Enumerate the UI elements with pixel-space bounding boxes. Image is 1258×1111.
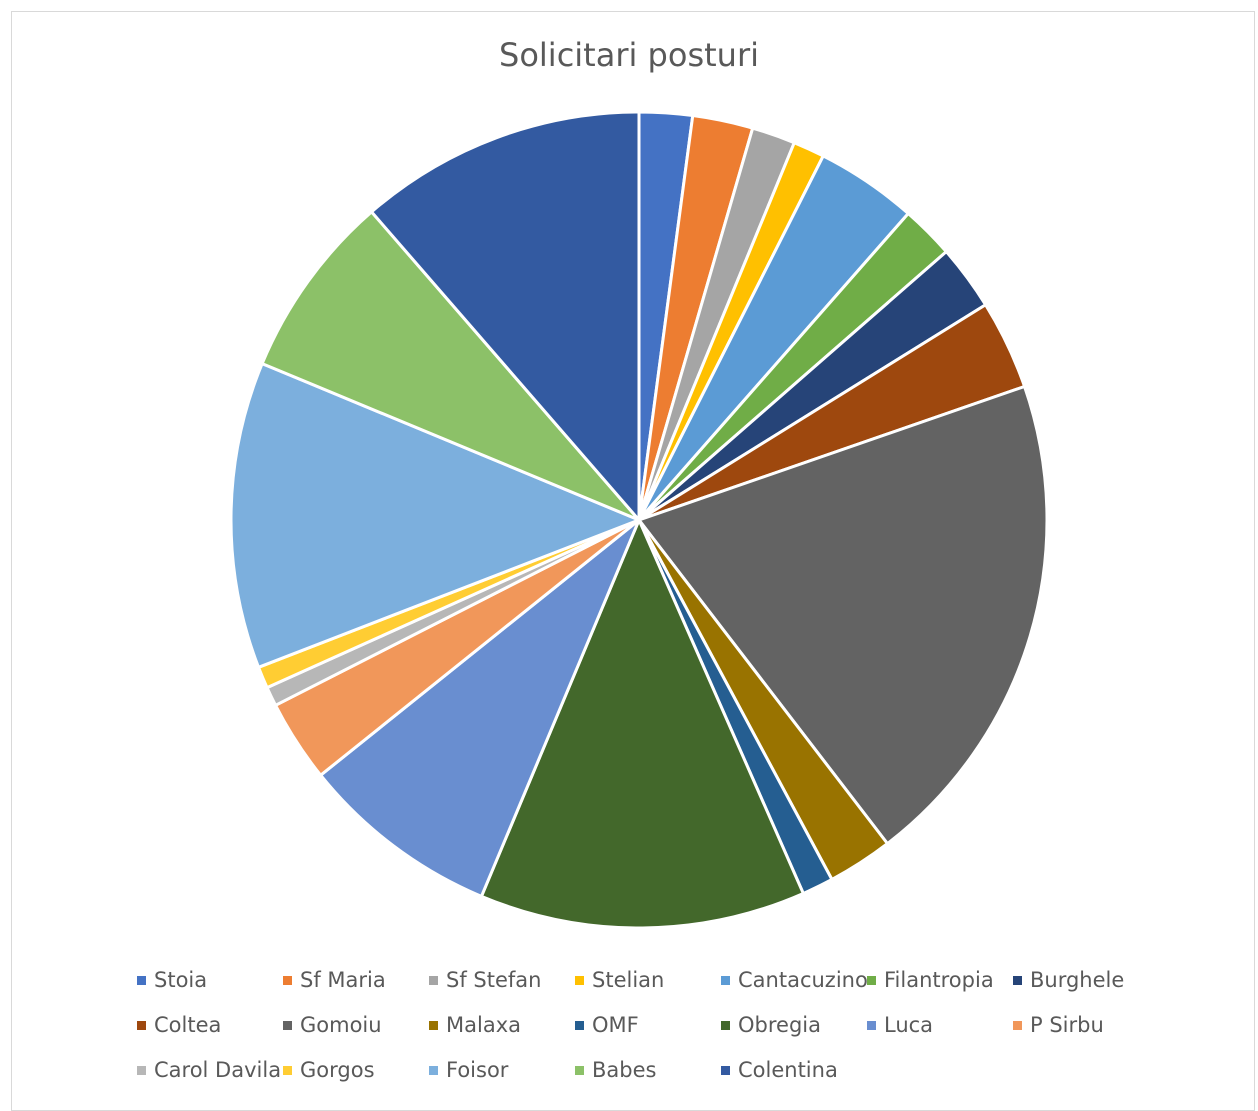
legend-swatch [283, 975, 292, 985]
legend-swatch [721, 1020, 730, 1030]
pie-slice-foisor [229, 362, 641, 669]
pie-slice-luca [319, 518, 641, 898]
legend-item-cantacuzino: Cantacuzino [721, 968, 868, 992]
legend-label: Gomoiu [300, 1013, 382, 1037]
pie-slice-babes [260, 210, 641, 522]
legend-label: Luca [884, 1013, 934, 1037]
legend-swatch [575, 1020, 584, 1030]
legend-item-sf-stefan: Sf Stefan [429, 968, 541, 992]
legend-swatch [867, 1020, 876, 1030]
legend-swatch [867, 975, 876, 985]
legend-label: P Sirbu [1030, 1013, 1104, 1037]
legend-label: Burghele [1030, 968, 1125, 992]
legend-label: Malaxa [446, 1013, 521, 1037]
legend-swatch [283, 1020, 292, 1030]
legend-item-colentina: Colentina [721, 1058, 838, 1082]
legend-item-carol-davila: Carol Davila [137, 1058, 281, 1082]
legend-label: Babes [592, 1058, 657, 1082]
legend-swatch [721, 1065, 730, 1075]
legend-item-filantropia: Filantropia [867, 968, 994, 992]
legend-label: Sf Maria [300, 968, 386, 992]
pie-slice-colentina [370, 110, 641, 522]
legend-swatch [283, 1065, 292, 1075]
legend-label: Carol Davila [154, 1058, 282, 1082]
legend-item-burghele: Burghele [1013, 968, 1124, 992]
legend-item-stoia: Stoia [137, 968, 207, 992]
legend-swatch [575, 975, 584, 985]
legend-swatch [429, 975, 438, 985]
legend-item-coltea: Coltea [137, 1013, 221, 1037]
legend-label: Cantacuzino [738, 968, 868, 992]
chart-title: Solicitari posturi [499, 36, 759, 74]
legend-swatch [1013, 975, 1022, 985]
legend-swatch [137, 1065, 146, 1075]
legend-label: Stelian [592, 968, 665, 992]
legend-label: Stoia [154, 968, 208, 992]
legend-item-p-sirbu: P Sirbu [1013, 1013, 1104, 1037]
legend-swatch [137, 975, 146, 985]
legend-item-gomoiu: Gomoiu [283, 1013, 382, 1037]
pie-slice-gomoiu [637, 384, 1049, 846]
legend-item-stelian: Stelian [575, 968, 664, 992]
legend-item-babes: Babes [575, 1058, 656, 1082]
pie-slice-obregia [479, 518, 805, 930]
legend-item-foisor: Foisor [429, 1058, 508, 1082]
legend-swatch [721, 975, 730, 985]
legend-swatch [429, 1065, 438, 1075]
legend-label: Sf Stefan [446, 968, 542, 992]
legend-item-sf-maria: Sf Maria [283, 968, 386, 992]
legend-swatch [137, 1020, 146, 1030]
legend-swatch [1013, 1020, 1022, 1030]
legend-item-obregia: Obregia [721, 1013, 821, 1037]
legend-label: Colentina [738, 1058, 838, 1082]
legend-label: Filantropia [884, 968, 994, 992]
legend-swatch [429, 1020, 438, 1030]
legend-item-luca: Luca [867, 1013, 933, 1037]
legend-label: Obregia [738, 1013, 821, 1037]
legend-label: Foisor [446, 1058, 509, 1082]
legend-label: OMF [592, 1013, 639, 1037]
legend-label: Gorgos [300, 1058, 375, 1082]
legend-label: Coltea [154, 1013, 222, 1037]
legend-item-malaxa: Malaxa [429, 1013, 521, 1037]
legend-item-omf: OMF [575, 1013, 639, 1037]
legend-item-gorgos: Gorgos [283, 1058, 375, 1082]
legend-swatch [575, 1065, 584, 1075]
